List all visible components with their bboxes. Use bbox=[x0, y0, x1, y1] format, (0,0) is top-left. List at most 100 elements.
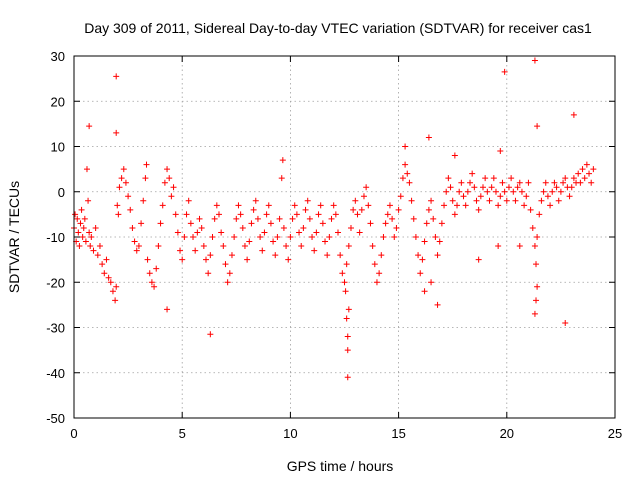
data-point bbox=[434, 252, 441, 259]
data-point bbox=[540, 188, 547, 195]
data-point bbox=[347, 224, 354, 231]
data-point bbox=[579, 166, 586, 173]
data-point bbox=[198, 224, 205, 231]
data-point bbox=[397, 193, 404, 200]
data-point bbox=[94, 252, 101, 259]
data-point bbox=[120, 166, 127, 173]
data-point bbox=[486, 197, 493, 204]
data-point bbox=[557, 188, 564, 195]
data-point bbox=[302, 206, 309, 213]
data-point bbox=[226, 270, 233, 277]
data-point bbox=[177, 247, 184, 254]
data-point bbox=[402, 161, 409, 168]
data-point bbox=[113, 73, 120, 80]
data-point bbox=[306, 215, 313, 222]
data-point bbox=[484, 188, 491, 195]
data-point bbox=[261, 229, 268, 236]
data-point bbox=[213, 202, 220, 209]
x-tick-label: 5 bbox=[179, 426, 186, 441]
data-point bbox=[300, 224, 307, 231]
data-point bbox=[337, 252, 344, 259]
x-tick-label: 10 bbox=[283, 426, 297, 441]
data-point bbox=[107, 279, 114, 286]
data-point bbox=[389, 215, 396, 222]
data-point bbox=[179, 256, 186, 263]
data-point bbox=[360, 193, 367, 200]
data-point bbox=[248, 220, 255, 227]
data-point bbox=[534, 123, 541, 130]
data-point bbox=[187, 220, 194, 227]
data-point bbox=[344, 333, 351, 340]
y-tick-label: 10 bbox=[51, 140, 65, 155]
data-point bbox=[445, 175, 452, 182]
data-point bbox=[86, 229, 93, 236]
data-point bbox=[87, 243, 94, 250]
x-tick-label: 0 bbox=[70, 426, 77, 441]
data-point bbox=[570, 111, 577, 118]
x-axis-label: GPS time / hours bbox=[287, 458, 394, 474]
data-point bbox=[536, 211, 543, 218]
data-point bbox=[313, 229, 320, 236]
data-point bbox=[168, 193, 175, 200]
data-point bbox=[473, 197, 480, 204]
data-point bbox=[464, 188, 471, 195]
data-point bbox=[404, 170, 411, 177]
data-point bbox=[304, 197, 311, 204]
y-tick-label: -40 bbox=[46, 366, 65, 381]
data-point bbox=[113, 283, 120, 290]
data-point bbox=[83, 166, 90, 173]
data-point bbox=[568, 184, 575, 191]
data-point bbox=[425, 134, 432, 141]
data-point bbox=[79, 234, 86, 240]
data-point bbox=[590, 166, 597, 173]
x-tick-label: 20 bbox=[500, 426, 514, 441]
data-point bbox=[434, 301, 441, 308]
data-point bbox=[501, 68, 508, 75]
data-point bbox=[521, 202, 528, 209]
data-point bbox=[207, 252, 214, 259]
data-point bbox=[96, 243, 103, 250]
data-point bbox=[575, 170, 582, 177]
data-point bbox=[560, 179, 567, 186]
data-point bbox=[570, 175, 577, 182]
data-point bbox=[181, 234, 188, 240]
data-point bbox=[114, 202, 121, 209]
data-point bbox=[583, 161, 590, 168]
data-point bbox=[410, 215, 417, 222]
data-point bbox=[298, 243, 305, 250]
axis-ticks bbox=[73, 55, 616, 419]
data-point bbox=[495, 243, 502, 250]
data-point bbox=[371, 261, 378, 268]
data-point bbox=[291, 202, 298, 209]
data-point bbox=[581, 175, 588, 182]
x-tick-label: 15 bbox=[391, 426, 405, 441]
data-point bbox=[529, 224, 536, 231]
data-point bbox=[432, 234, 439, 240]
data-point bbox=[469, 170, 476, 177]
data-point bbox=[215, 211, 222, 218]
data-point bbox=[482, 175, 489, 182]
data-point bbox=[293, 211, 300, 218]
data-point bbox=[451, 211, 458, 218]
data-point bbox=[259, 247, 266, 254]
data-point bbox=[112, 297, 119, 304]
data-point bbox=[538, 197, 545, 204]
data-point bbox=[503, 197, 510, 204]
data-point bbox=[345, 306, 352, 313]
data-point bbox=[533, 261, 540, 268]
data-point bbox=[421, 288, 428, 295]
data-point bbox=[74, 215, 81, 222]
data-point bbox=[369, 243, 376, 250]
data-point bbox=[555, 197, 562, 204]
scatter-series bbox=[71, 57, 597, 381]
data-point bbox=[510, 188, 517, 195]
data-point bbox=[408, 197, 415, 204]
data-point bbox=[454, 202, 461, 209]
data-point bbox=[311, 247, 318, 254]
data-point bbox=[317, 202, 324, 209]
data-point bbox=[157, 220, 164, 227]
data-point bbox=[354, 211, 361, 218]
data-point bbox=[135, 243, 142, 250]
data-point bbox=[419, 256, 426, 263]
